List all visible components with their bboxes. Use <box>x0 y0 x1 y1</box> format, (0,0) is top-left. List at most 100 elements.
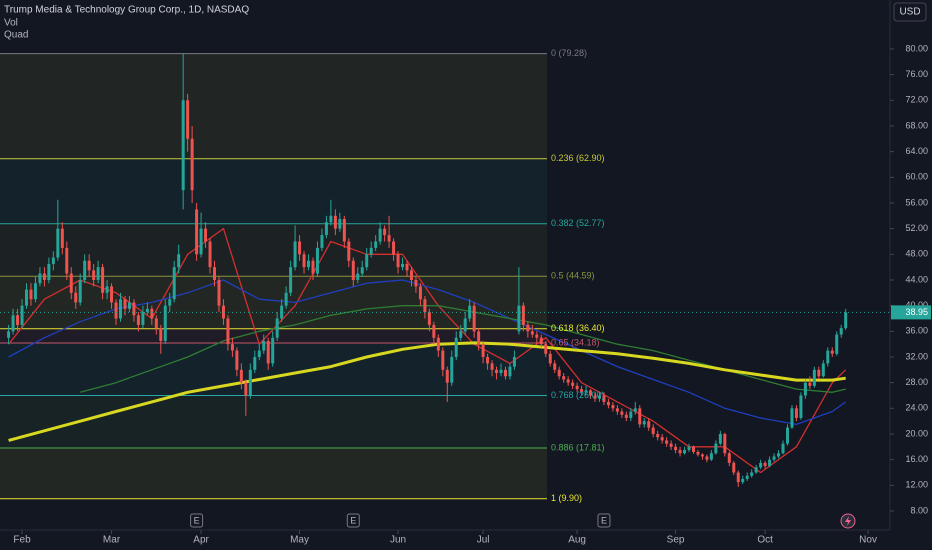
y-tick-label: 64.00 <box>905 146 928 156</box>
x-tick-label: Mar <box>103 535 121 546</box>
earnings-label: E <box>194 515 200 525</box>
alert-icon-bolt[interactable] <box>845 516 851 526</box>
candle-body <box>56 228 60 258</box>
candle-body <box>481 344 485 357</box>
candle-body <box>132 302 136 316</box>
candle-body <box>691 446 695 452</box>
x-tick-label: Nov <box>859 535 877 546</box>
candle-body <box>669 443 673 447</box>
candle-body <box>472 305 476 332</box>
candle-body <box>423 299 427 313</box>
candle-body <box>785 427 789 444</box>
candle-body <box>436 337 440 351</box>
candle-body <box>557 369 561 377</box>
candle-body <box>7 331 11 338</box>
candle-body <box>127 302 131 309</box>
candle-body <box>275 318 279 338</box>
candle-body <box>723 433 727 454</box>
currency[interactable]: USD <box>899 7 920 18</box>
candle-body <box>33 283 37 300</box>
candle-body <box>642 421 646 425</box>
fib-zone <box>0 448 547 499</box>
candle-body <box>16 315 20 325</box>
candle-body <box>320 235 324 248</box>
candle-body <box>42 273 46 280</box>
candle-body <box>660 437 664 441</box>
candle-body <box>768 459 772 467</box>
candle-body <box>745 475 749 479</box>
earnings-label: E <box>350 515 356 525</box>
moving-average <box>8 279 847 426</box>
candle-body <box>486 356 490 364</box>
candle-body <box>248 369 252 396</box>
last-price-label: 38.95 <box>905 307 928 317</box>
candle-body <box>624 414 628 418</box>
candle-body <box>235 350 239 370</box>
candle-body <box>844 312 848 329</box>
candle-body <box>839 328 843 335</box>
fib-zone <box>0 395 547 449</box>
x-tick-label: Oct <box>757 535 773 546</box>
candle-body <box>432 324 436 338</box>
candle-body <box>571 382 575 386</box>
y-tick-label: 24.00 <box>905 403 928 413</box>
candle-body <box>369 247 373 255</box>
fib-label: 0.65 (34.18) <box>551 337 600 347</box>
x-tick-label: Jul <box>477 535 490 546</box>
earnings-marker <box>190 513 204 528</box>
candle-body <box>74 292 78 303</box>
candle-body <box>47 263 51 280</box>
fib-zone <box>0 276 547 329</box>
candle-body <box>119 299 123 319</box>
candle-body <box>409 270 413 280</box>
candle-body <box>342 219 346 242</box>
candle-body <box>195 209 199 255</box>
candle-body <box>495 369 499 374</box>
candle-body <box>777 453 781 457</box>
y-tick-label: 20.00 <box>905 428 928 438</box>
candle-body <box>257 350 261 357</box>
y-tick-label: 56.00 <box>905 197 928 207</box>
candle-body <box>315 247 319 274</box>
candle-body <box>378 228 382 242</box>
candle-body <box>611 405 615 409</box>
candle-body <box>253 356 257 370</box>
candle-body <box>763 462 767 467</box>
x-tick-label: May <box>290 535 309 546</box>
candle-body <box>499 369 503 374</box>
candle-body <box>289 267 293 293</box>
candle-body <box>405 263 409 271</box>
candle-body <box>544 344 548 354</box>
candle-body <box>727 453 731 463</box>
candle-body <box>280 305 284 319</box>
candle-body <box>365 254 369 268</box>
candle-body <box>239 369 243 383</box>
candle-body <box>678 450 682 454</box>
candle-body <box>383 228 387 236</box>
candle-body <box>25 289 29 306</box>
candle-body <box>38 273 42 284</box>
y-tick-label: 80.00 <box>905 43 928 53</box>
candle-body <box>615 408 619 412</box>
candle-body <box>168 299 172 306</box>
candle-body <box>387 235 391 242</box>
candle-body <box>803 382 807 396</box>
candle-body <box>324 222 328 236</box>
y-tick-label: 12.00 <box>905 480 928 490</box>
currency-box[interactable] <box>893 2 927 22</box>
candle-body <box>700 454 704 457</box>
indicator-label: Quad <box>4 30 28 41</box>
candle-body <box>548 353 552 364</box>
candle-body <box>78 279 82 303</box>
candle-body <box>580 389 584 393</box>
y-tick-label: 60.00 <box>905 172 928 182</box>
candle-body <box>307 260 311 268</box>
candle-body <box>374 241 378 248</box>
candle-body <box>401 263 405 268</box>
candle-body <box>141 312 145 325</box>
candle-body <box>450 356 454 383</box>
candle-body <box>512 356 516 367</box>
candle-body <box>29 289 33 300</box>
earnings-marker <box>597 513 611 528</box>
candle-body <box>136 315 140 325</box>
